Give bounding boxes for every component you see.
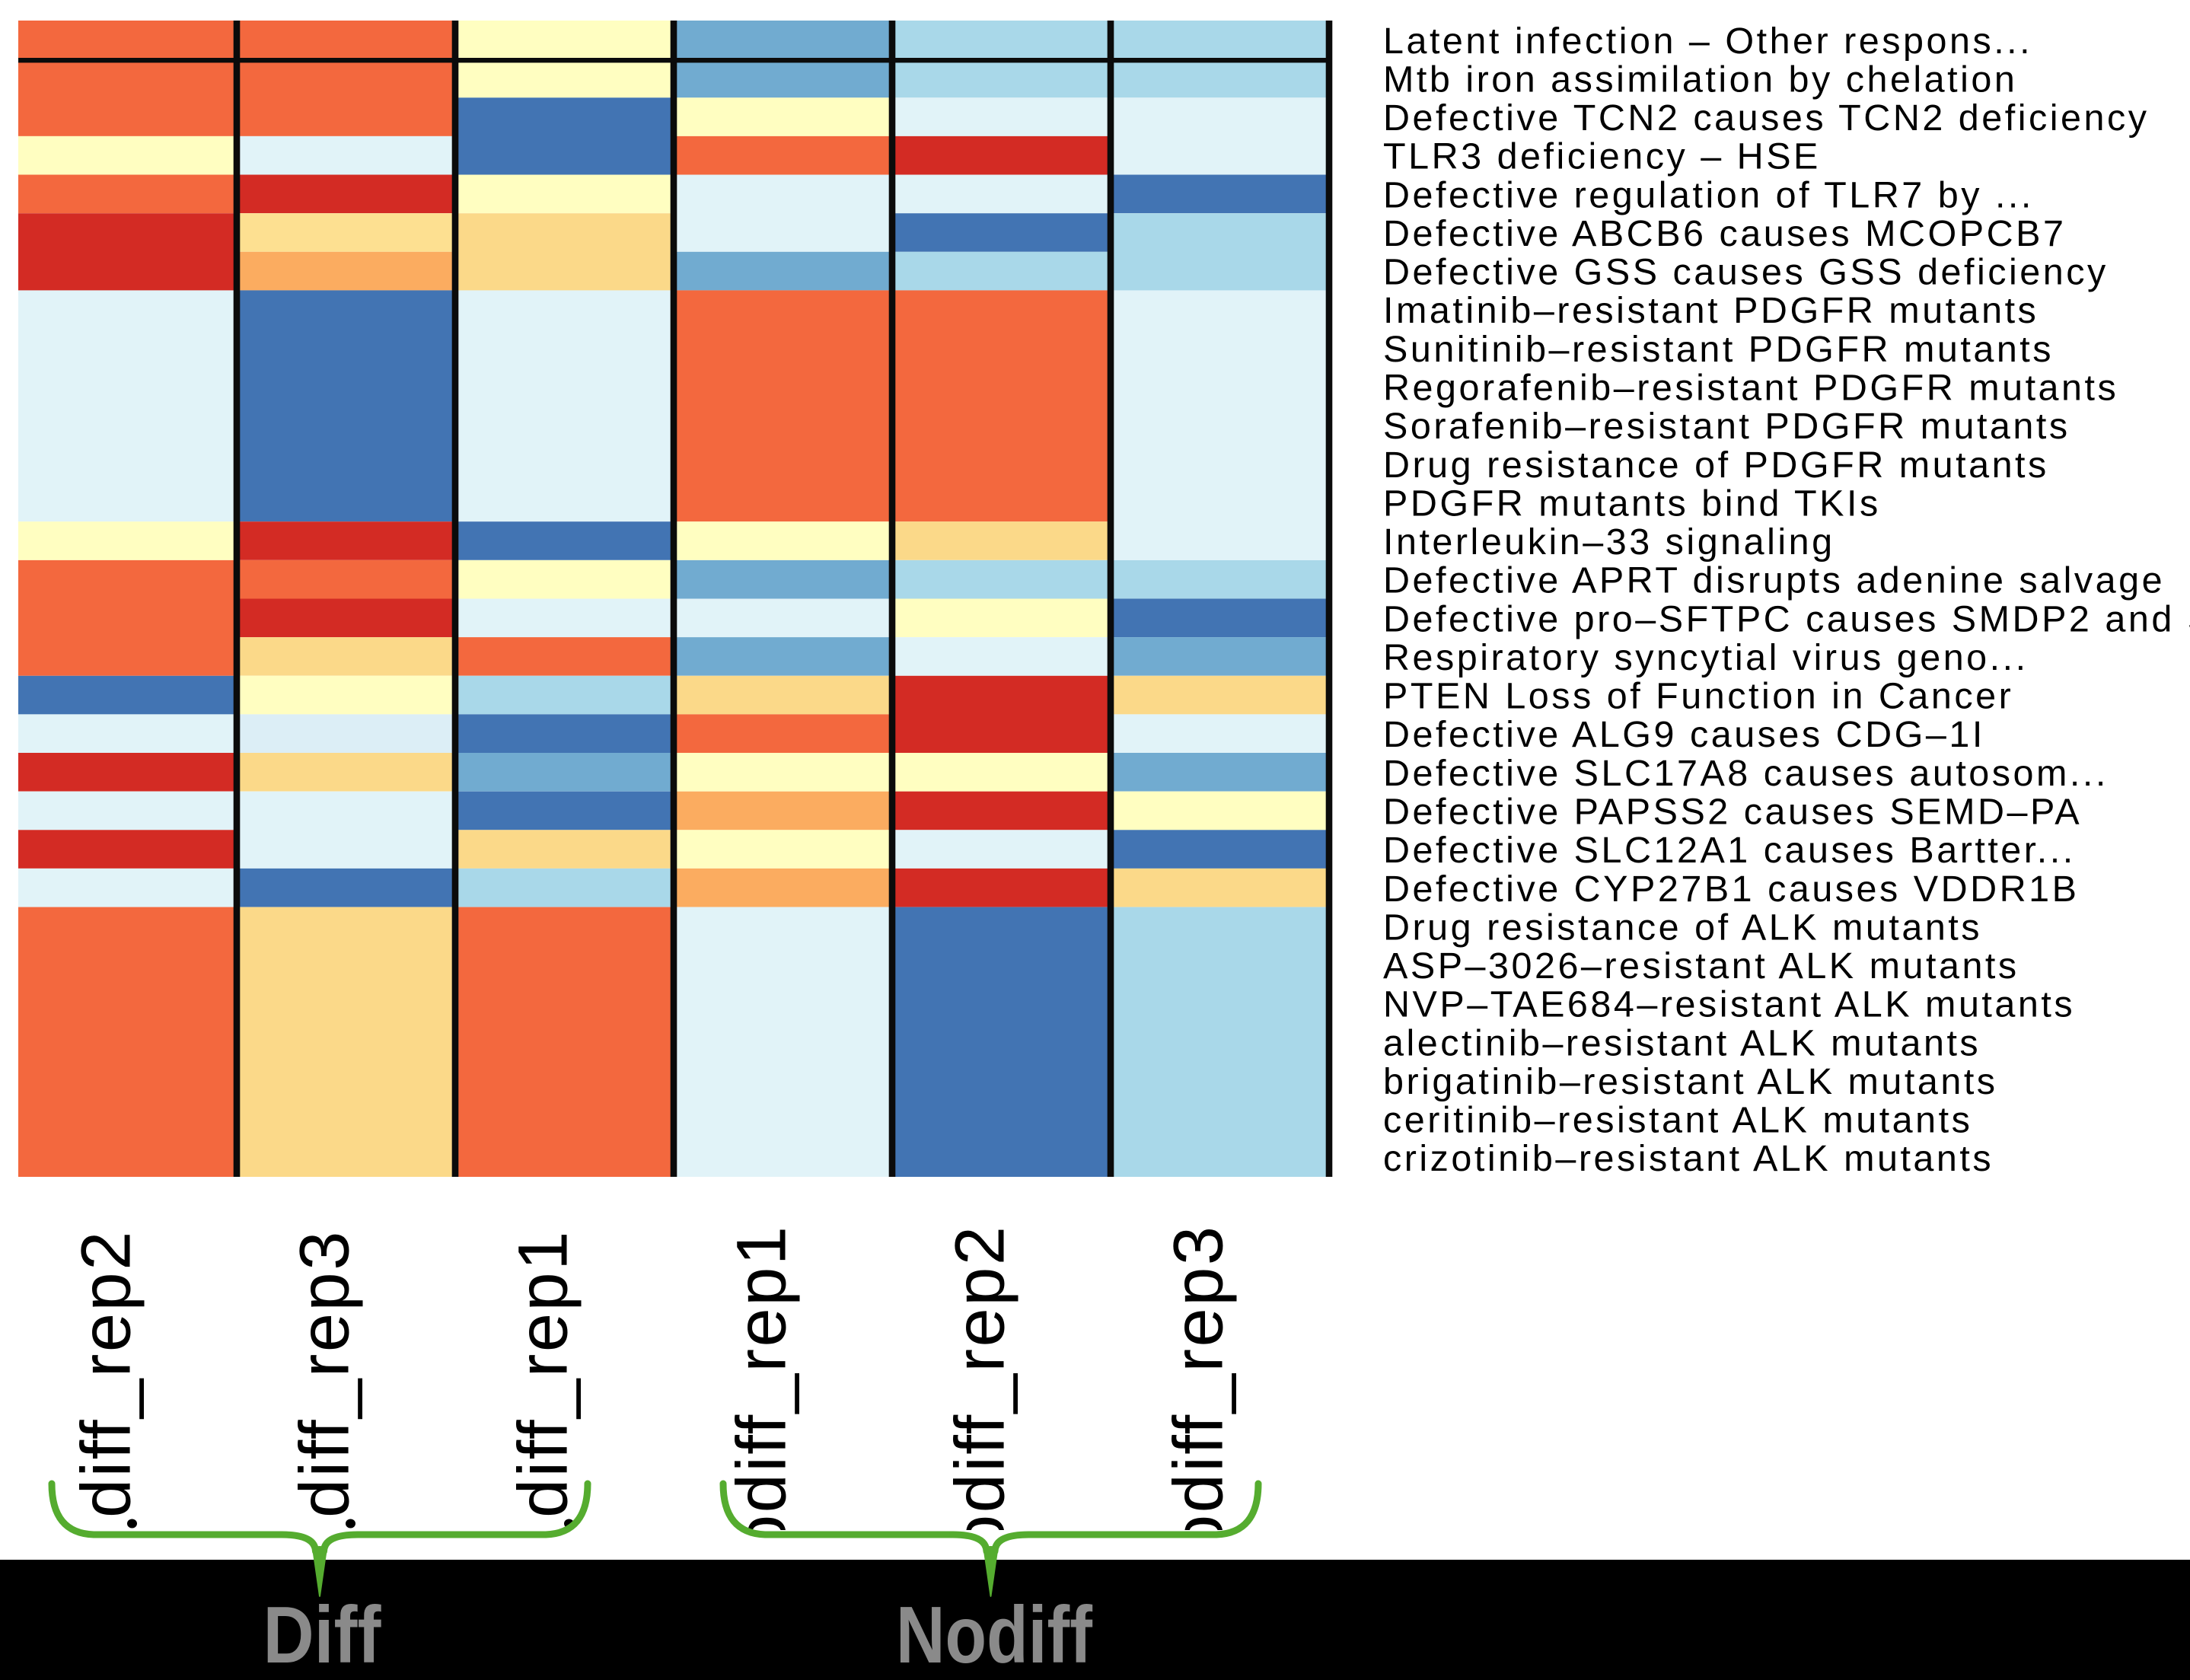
svg-text:odiff_rep3: odiff_rep3 — [1160, 1224, 1238, 1554]
svg-text:Defective TCN2 causes TCN2 def: Defective TCN2 causes TCN2 deficiency — [1383, 97, 2149, 139]
svg-text:Nodiff: Nodiff — [896, 1590, 1093, 1680]
svg-text:Drug resistance of ALK mutants: Drug resistance of ALK mutants — [1383, 907, 1982, 948]
svg-text:diff_rep2: diff_rep2 — [68, 1229, 145, 1518]
svg-text:Respiratory syncytial virus ge: Respiratory syncytial virus geno... — [1383, 637, 2029, 678]
svg-text:Defective APRT disrupts adenin: Defective APRT disrupts adenine salvage — [1383, 560, 2165, 601]
svg-text:Defective ALG9 causes CDG–1I: Defective ALG9 causes CDG–1I — [1383, 714, 1985, 755]
svg-text:Defective PAPSS2 causes SEMD–P: Defective PAPSS2 causes SEMD–PA — [1383, 792, 2082, 833]
svg-text:diff_rep3: diff_rep3 — [286, 1229, 364, 1518]
svg-text:Defective regulation of TLR7 b: Defective regulation of TLR7 by ... — [1383, 174, 2034, 215]
svg-text:Drug resistance of PDGFR mutan: Drug resistance of PDGFR mutants — [1383, 445, 2049, 486]
svg-text:NVP–TAE684–resistant ALK mutan: NVP–TAE684–resistant ALK mutants — [1383, 984, 2075, 1025]
svg-text:Defective pro–SFTPC causes SMD: Defective pro–SFTPC causes SMDP2 and SMD… — [1383, 598, 2190, 639]
svg-text:brigatinib–resistant ALK mutan: brigatinib–resistant ALK mutants — [1383, 1061, 1998, 1102]
svg-text:Sorafenib–resistant PDGFR muta: Sorafenib–resistant PDGFR mutants — [1383, 406, 2070, 447]
svg-text:Imatinib–resistant PDGFR mutan: Imatinib–resistant PDGFR mutants — [1383, 290, 2039, 331]
svg-text:Regorafenib–resistant PDGFR mu: Regorafenib–resistant PDGFR mutants — [1383, 368, 2118, 409]
svg-text:odiff_rep2: odiff_rep2 — [942, 1224, 1019, 1554]
svg-text:Sunitinib–resistant PDGFR muta: Sunitinib–resistant PDGFR mutants — [1383, 329, 2054, 370]
svg-text:Defective SLC17A8 causes autos: Defective SLC17A8 causes autosom... — [1383, 753, 2109, 794]
svg-text:Diff: Diff — [263, 1590, 382, 1680]
svg-text:ceritinib–resistant ALK mutant: ceritinib–resistant ALK mutants — [1383, 1100, 1972, 1141]
svg-text:Defective CYP27B1 causes VDDR1: Defective CYP27B1 causes VDDR1B — [1383, 869, 2080, 910]
svg-text:Defective GSS causes GSS defic: Defective GSS causes GSS deficiency — [1383, 252, 2109, 293]
svg-text:crizotinib–resistant ALK mutan: crizotinib–resistant ALK mutants — [1383, 1138, 1994, 1179]
svg-text:Defective ABCB6 causes MCOPCB7: Defective ABCB6 causes MCOPCB7 — [1383, 213, 2066, 254]
svg-text:Interleukin–33 signaling: Interleukin–33 signaling — [1383, 521, 1835, 563]
svg-text:Latent infection – Other respo: Latent infection – Other respons... — [1383, 21, 2032, 62]
svg-text:Mtb iron assimilation by chela: Mtb iron assimilation by chelation — [1383, 59, 2017, 100]
svg-text:TLR3 deficiency – HSE: TLR3 deficiency – HSE — [1383, 136, 1821, 177]
svg-text:Defective SLC12A1 causes Bartt: Defective SLC12A1 causes Bartter... — [1383, 830, 2076, 871]
svg-text:PTEN Loss of Function in Cance: PTEN Loss of Function in Cancer — [1383, 676, 2013, 717]
svg-text:PDGFR mutants bind TKIs: PDGFR mutants bind TKIs — [1383, 483, 1881, 524]
svg-text:ASP–3026–resistant ALK mutants: ASP–3026–resistant ALK mutants — [1383, 945, 2019, 987]
svg-text:diff_rep1: diff_rep1 — [505, 1229, 582, 1518]
svg-text:odiff_rep1: odiff_rep1 — [723, 1224, 801, 1554]
svg-text:alectinib–resistant ALK mutant: alectinib–resistant ALK mutants — [1383, 1022, 1981, 1063]
